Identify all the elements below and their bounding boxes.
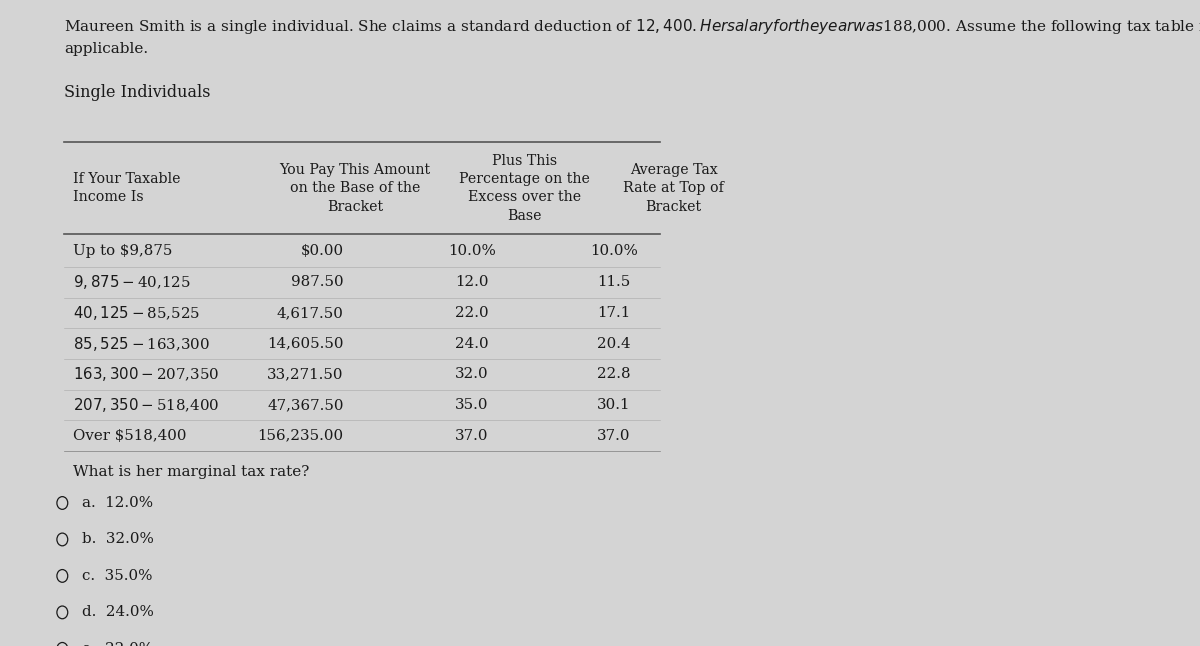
Text: 4,617.50: 4,617.50 (277, 306, 343, 320)
Text: $85,525-$163,300: $85,525-$163,300 (73, 335, 210, 353)
Text: $163,300-$207,350: $163,300-$207,350 (73, 365, 220, 383)
Text: Average Tax
Rate at Top of
Bracket: Average Tax Rate at Top of Bracket (623, 163, 724, 214)
Text: 37.0: 37.0 (598, 428, 631, 443)
Text: $9,875-$40,125: $9,875-$40,125 (73, 273, 191, 291)
Text: a.  12.0%: a. 12.0% (83, 496, 154, 510)
Text: You Pay This Amount
on the Base of the
Bracket: You Pay This Amount on the Base of the B… (280, 163, 431, 214)
Text: 987.50: 987.50 (292, 275, 343, 289)
Text: 10.0%: 10.0% (448, 244, 496, 258)
Text: d.  24.0%: d. 24.0% (83, 605, 155, 620)
Text: If Your Taxable
Income Is: If Your Taxable Income Is (73, 172, 181, 204)
Text: Over $518,400: Over $518,400 (73, 428, 187, 443)
Text: 20.4: 20.4 (598, 337, 631, 351)
Text: 33,271.50: 33,271.50 (268, 367, 343, 381)
Text: c.  35.0%: c. 35.0% (83, 569, 152, 583)
Text: Up to $9,875: Up to $9,875 (73, 244, 173, 258)
Text: What is her marginal tax rate?: What is her marginal tax rate? (73, 465, 310, 479)
Text: 32.0: 32.0 (455, 367, 488, 381)
Text: Plus This
Percentage on the
Excess over the
Base: Plus This Percentage on the Excess over … (460, 154, 590, 223)
Text: e.  22.0%: e. 22.0% (83, 642, 154, 646)
Text: 17.1: 17.1 (598, 306, 631, 320)
Text: Maureen Smith is a single individual. She claims a standard deduction of $12,400: Maureen Smith is a single individual. Sh… (64, 17, 1200, 56)
Text: 37.0: 37.0 (455, 428, 488, 443)
Text: $0.00: $0.00 (300, 244, 343, 258)
Text: 11.5: 11.5 (598, 275, 631, 289)
Text: 24.0: 24.0 (455, 337, 488, 351)
Text: Single Individuals: Single Individuals (64, 84, 211, 101)
Text: b.  32.0%: b. 32.0% (83, 532, 155, 547)
Text: $207,350-$518,400: $207,350-$518,400 (73, 396, 220, 414)
Text: 14,605.50: 14,605.50 (268, 337, 343, 351)
Text: 35.0: 35.0 (455, 398, 488, 412)
Text: 12.0: 12.0 (455, 275, 488, 289)
Text: 47,367.50: 47,367.50 (268, 398, 343, 412)
Text: 22.8: 22.8 (598, 367, 631, 381)
Text: $40,125-$85,525: $40,125-$85,525 (73, 304, 200, 322)
Text: 30.1: 30.1 (598, 398, 631, 412)
Text: 156,235.00: 156,235.00 (258, 428, 343, 443)
Text: 22.0: 22.0 (455, 306, 488, 320)
Text: 10.0%: 10.0% (590, 244, 638, 258)
